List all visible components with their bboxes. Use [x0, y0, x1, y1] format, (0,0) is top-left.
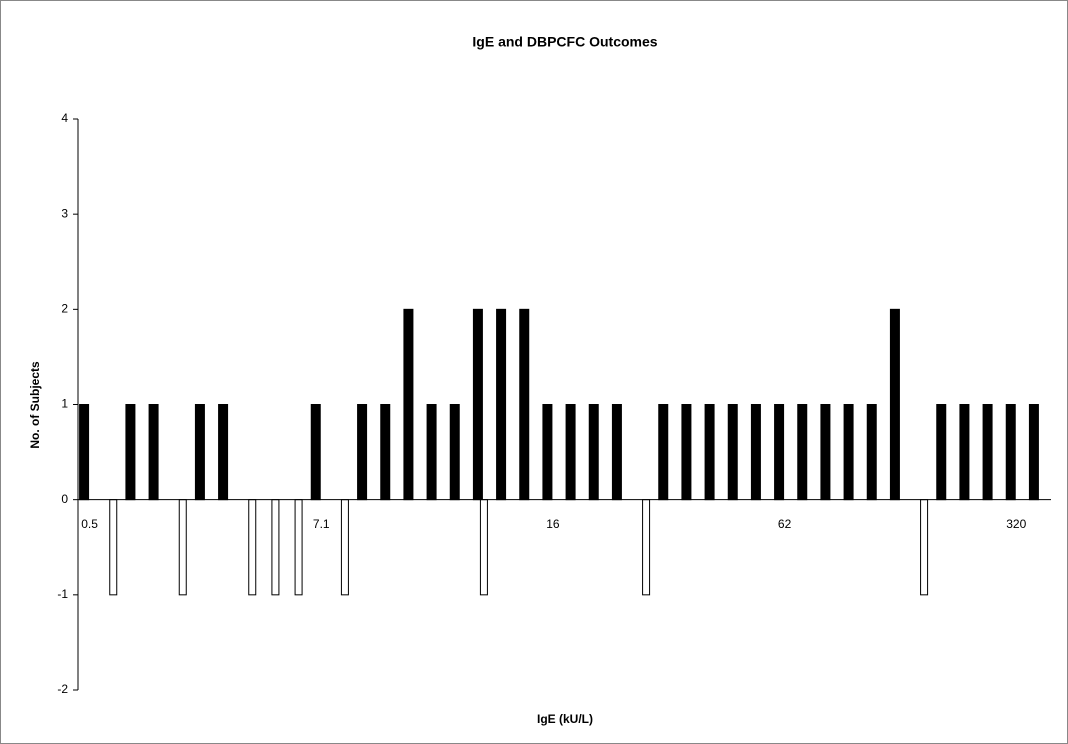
y-tick-label: 4 — [61, 111, 68, 125]
bar — [426, 404, 437, 501]
bar — [565, 404, 576, 501]
y-tick-label: -1 — [57, 587, 68, 601]
bar — [403, 308, 414, 501]
bar — [658, 404, 669, 501]
bar — [774, 404, 785, 501]
y-tick-label: 3 — [61, 206, 68, 220]
bar — [889, 308, 900, 501]
bar — [449, 404, 460, 501]
bar — [542, 404, 553, 501]
bar — [479, 499, 488, 596]
bar — [936, 404, 947, 501]
bar — [588, 404, 599, 501]
bar — [125, 404, 136, 501]
bar — [959, 404, 970, 501]
x-tick-label: 16 — [546, 517, 560, 531]
bar — [611, 404, 622, 501]
bar — [1028, 404, 1039, 501]
bar — [797, 404, 808, 501]
bar — [519, 308, 530, 501]
bar — [496, 308, 507, 501]
bar — [218, 404, 229, 501]
bar — [248, 499, 257, 596]
bar — [843, 404, 854, 501]
x-tick-label: 320 — [1006, 517, 1026, 531]
bar — [109, 499, 118, 596]
y-tick-label: -2 — [57, 682, 68, 696]
bar — [194, 404, 205, 501]
y-tick-label: 1 — [61, 397, 68, 411]
bar — [750, 404, 761, 501]
bar — [294, 499, 303, 596]
x-tick-label: 7.1 — [313, 517, 330, 531]
x-tick-label: 62 — [778, 517, 792, 531]
bar — [982, 404, 993, 501]
y-axis-label: No. of Subjects — [28, 361, 42, 449]
bar — [704, 404, 715, 501]
bar — [271, 499, 280, 596]
bar — [178, 499, 187, 596]
y-tick-label: 2 — [61, 302, 68, 316]
y-tick-label: 0 — [61, 492, 68, 506]
chart-title: IgE and DBPCFC Outcomes — [472, 34, 657, 50]
bar — [681, 404, 692, 501]
bar — [727, 404, 738, 501]
bar — [820, 404, 831, 501]
bar — [1005, 404, 1016, 501]
bar — [866, 404, 877, 501]
bar — [357, 404, 368, 501]
bar — [148, 404, 159, 501]
x-tick-label: 0.5 — [81, 517, 98, 531]
bar — [920, 499, 929, 596]
bar — [380, 404, 391, 501]
bar — [642, 499, 651, 596]
bar — [340, 499, 349, 596]
bar — [310, 404, 321, 501]
bar — [472, 308, 483, 501]
x-axis-label: IgE (kU/L) — [537, 712, 593, 726]
bar — [79, 404, 90, 501]
